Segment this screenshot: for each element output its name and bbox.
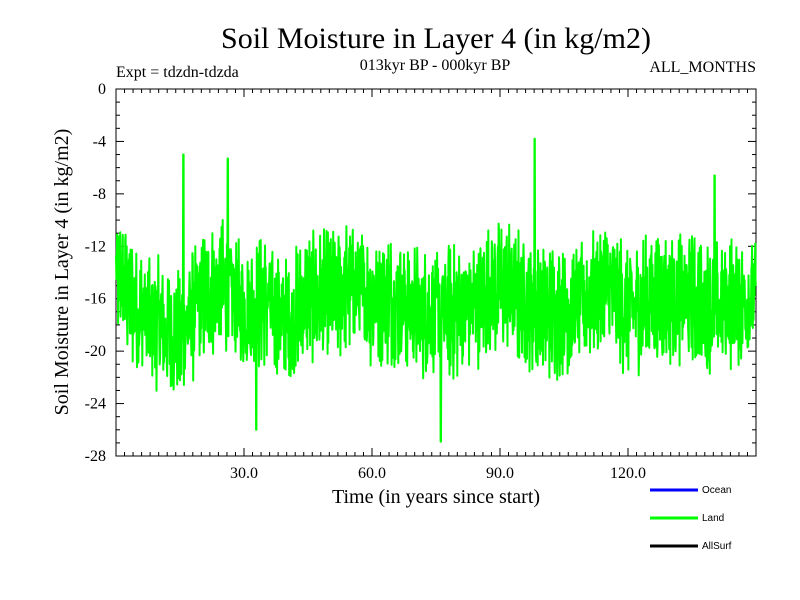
y-tick-label: -12 [85,238,106,255]
x-tick-label: 60.0 [358,465,386,482]
x-axis-label: Time (in years since start) [332,486,540,508]
chart-subtitle: 013kyr BP - 000kyr BP [360,57,511,74]
legend-label-land: Land [702,513,724,524]
y-tick-label: -28 [85,448,106,465]
y-tick-label: -16 [85,291,106,308]
x-tick-label: 30.0 [230,465,258,482]
y-tick-label: -20 [85,343,106,360]
x-tick-label: 120.0 [610,465,646,482]
y-tick-label: 0 [98,81,106,98]
y-tick-label: -24 [85,396,106,413]
line-chart: Soil Moisture in Layer 4 (in kg/m2) 013k… [0,0,800,600]
legend-label-allsurf: AllSurf [702,541,732,552]
series-line-land [116,139,756,442]
period-label: ALL_MONTHS [649,59,756,76]
chart-title: Soil Moisture in Layer 4 (in kg/m2) [221,22,651,55]
experiment-label: Expt = tdzdn-tdzda [116,64,239,81]
legend-label-ocean: Ocean [702,485,731,496]
y-tick-label: -4 [93,133,106,150]
y-axis-label: Soil Moisture in Layer 4 (in kg/m2) [51,129,73,416]
y-tick-label: -8 [93,186,106,203]
x-tick-label: 90.0 [486,465,514,482]
legend: Ocean Land AllSurf [650,485,732,552]
